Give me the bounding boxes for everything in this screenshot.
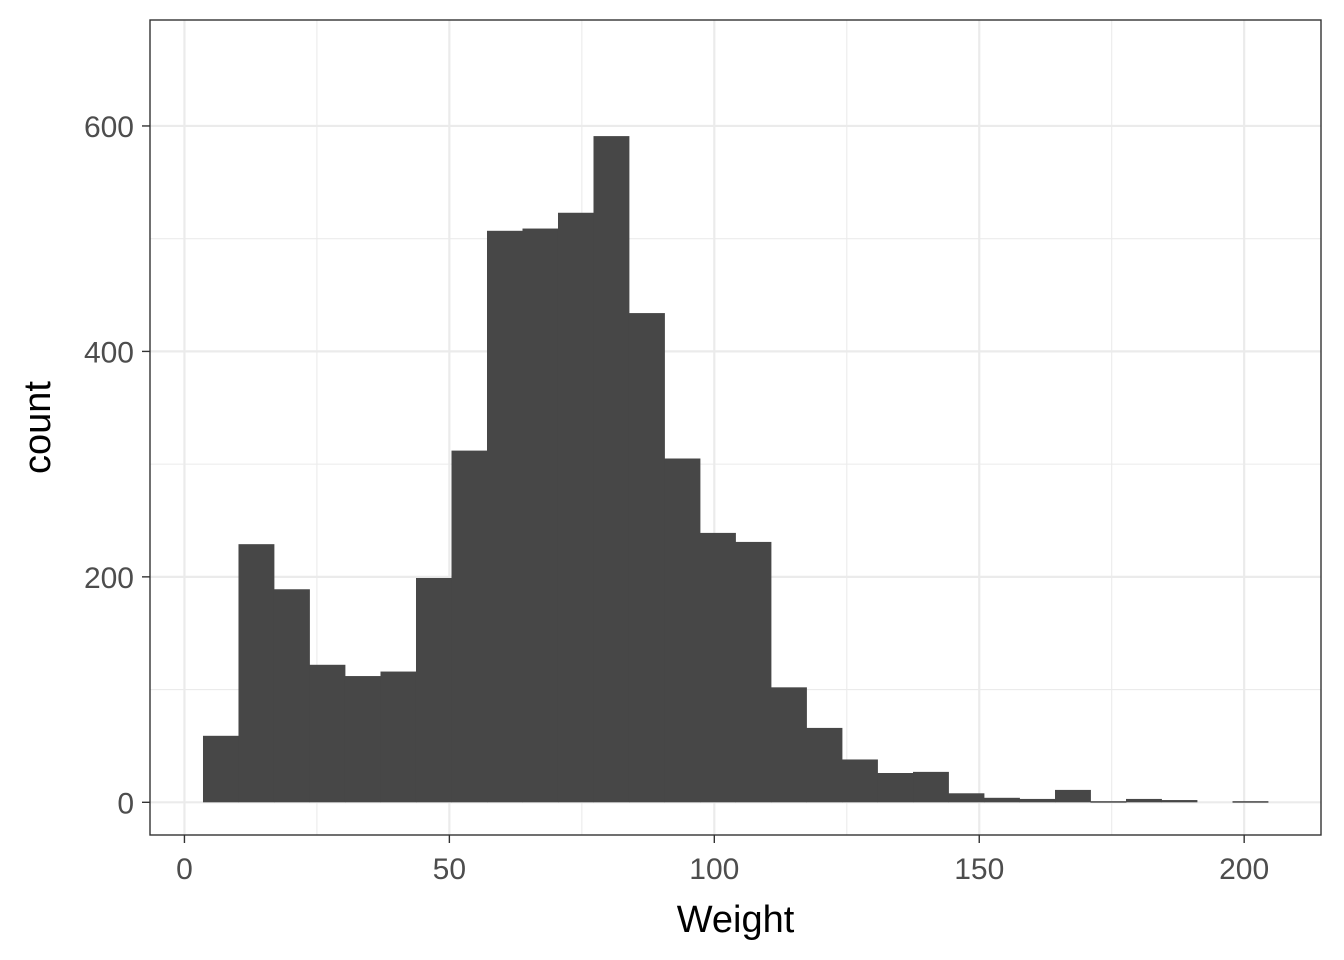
histogram-bar bbox=[238, 544, 275, 803]
histogram-bar bbox=[1055, 789, 1091, 803]
x-axis: 0 50 100 150 200 bbox=[176, 835, 1269, 886]
histogram-bar bbox=[771, 687, 807, 803]
y-tick-label: 400 bbox=[84, 336, 134, 369]
histogram-bar bbox=[557, 212, 594, 803]
histogram-bar bbox=[1232, 801, 1269, 803]
histogram-bars bbox=[202, 136, 1269, 803]
histogram-bar bbox=[877, 773, 914, 803]
y-axis: 0 200 400 600 bbox=[84, 111, 150, 820]
histogram-bar bbox=[984, 797, 1020, 803]
x-tick-label: 0 bbox=[176, 853, 193, 886]
histogram-bar bbox=[273, 589, 310, 803]
histogram-bar bbox=[202, 735, 239, 803]
y-tick-label: 0 bbox=[117, 787, 134, 820]
histogram-bar bbox=[628, 313, 665, 803]
panel-border bbox=[149, 19, 1322, 836]
histogram-bar bbox=[344, 676, 381, 803]
histogram-bar bbox=[593, 136, 630, 803]
histogram-bar bbox=[1126, 798, 1162, 803]
histogram-bar bbox=[664, 458, 701, 803]
histogram-bar bbox=[913, 771, 949, 803]
x-tick-label: 100 bbox=[689, 853, 739, 886]
histogram-bar bbox=[486, 230, 523, 803]
histogram-bar bbox=[806, 727, 843, 803]
histogram-bar bbox=[735, 541, 772, 803]
histogram-bar bbox=[842, 759, 878, 803]
histogram-bar bbox=[522, 228, 559, 803]
histogram-bar bbox=[415, 577, 452, 803]
histogram-bar bbox=[309, 664, 346, 803]
y-axis-title: count bbox=[17, 381, 59, 474]
histogram-bar bbox=[948, 793, 985, 803]
x-tick-label: 200 bbox=[1219, 853, 1269, 886]
histogram-bar bbox=[1161, 800, 1198, 803]
x-tick-label: 150 bbox=[954, 853, 1004, 886]
x-tick-label: 50 bbox=[433, 853, 466, 886]
histogram-bar bbox=[1090, 801, 1127, 803]
histogram-bar bbox=[1019, 798, 1056, 803]
y-tick-label: 200 bbox=[84, 562, 134, 595]
x-axis-title: Weight bbox=[677, 899, 795, 941]
histogram-bar bbox=[451, 450, 488, 803]
histogram-bar bbox=[380, 671, 417, 803]
histogram-bar bbox=[699, 532, 736, 803]
y-tick-label: 600 bbox=[84, 111, 134, 144]
